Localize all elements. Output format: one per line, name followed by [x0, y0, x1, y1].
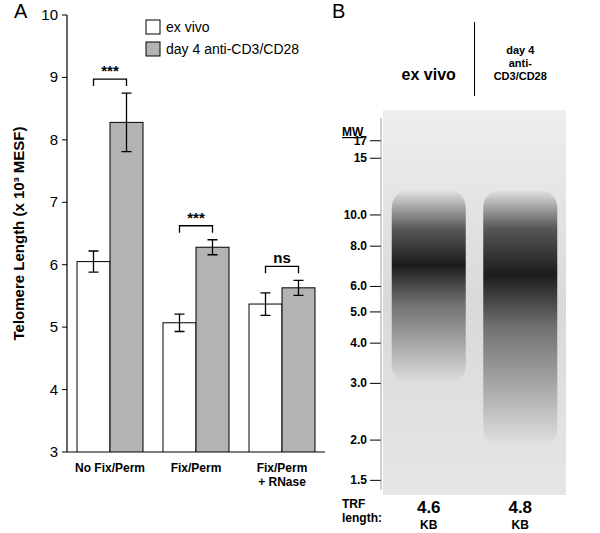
y-tick — [370, 214, 381, 215]
y-tick-label: 5 — [50, 318, 58, 335]
y-tick-label: 5.0 — [350, 305, 367, 319]
legend-label: ex vivo — [166, 19, 210, 35]
panel-label: B — [332, 0, 345, 22]
text-line: No Fix/Perm — [75, 461, 145, 475]
significance-label: *** — [187, 209, 205, 226]
y-tick-label: 9 — [50, 68, 58, 85]
error-bar — [175, 314, 185, 331]
y-tick-label: 7 — [50, 193, 58, 210]
lane-separator — [474, 22, 475, 96]
y-tick-label: 15 — [354, 151, 368, 165]
y-tick-label: 6 — [50, 256, 58, 273]
y-tick — [370, 383, 381, 384]
error-bar — [122, 93, 132, 152]
text-line: anti- — [509, 57, 533, 69]
figure: A 3 4 5 6 7 8 9 10 Telomere Length (x 10³ MESF) No… — [0, 0, 600, 533]
y-axis — [66, 15, 67, 452]
text-line: length: — [342, 511, 382, 525]
y-tick-label: 2.0 — [350, 433, 367, 447]
y-tick-label: 10 — [41, 6, 58, 23]
panel-a: A 3 4 5 6 7 8 9 10 Telomere Length (x 10³ MESF) No… — [10, 0, 325, 489]
significance-label: ns — [273, 249, 291, 266]
y-tick-label: 3.0 — [350, 376, 367, 390]
text-line: day 4 — [506, 44, 535, 56]
significance-label: *** — [101, 62, 119, 79]
y-tick — [370, 140, 381, 141]
y-tick-label: 8.0 — [350, 239, 367, 253]
error-bar — [261, 293, 271, 315]
marks — [392, 189, 558, 447]
lane-label: ex vivo — [402, 66, 456, 83]
y-tick — [62, 77, 67, 78]
text-line: + RNase — [258, 475, 306, 489]
panel-b: BMW171510.08.06.05.04.03.02.01.5ex vivo4… — [332, 0, 566, 532]
lane-label: day 4anti-CD3/CD28 — [494, 44, 547, 82]
y-tick — [62, 139, 67, 140]
y-tick — [62, 389, 67, 390]
error-bar — [89, 251, 99, 272]
bar — [282, 288, 315, 452]
y-tick-label: 6.0 — [350, 279, 367, 293]
legend-swatch — [146, 20, 160, 34]
y-tick-label: 17 — [354, 134, 368, 148]
y-tick — [62, 327, 67, 328]
y-tick — [370, 246, 381, 247]
y-tick — [62, 202, 67, 203]
y-tick — [370, 158, 381, 159]
x-tick-label: Fix/Perm — [171, 461, 222, 475]
y-tick — [370, 286, 381, 287]
text-line: ex vivo — [402, 66, 456, 83]
y-axis — [381, 118, 382, 490]
smear — [483, 189, 557, 447]
y-axis-label: Telomere Length (x 10³ MESF) — [10, 127, 27, 341]
y-tick-label: 8 — [50, 131, 58, 148]
significance-bracket — [266, 266, 299, 273]
y-tick — [370, 480, 381, 481]
legend: ex vivo day 4 anti-CD3/CD28 — [146, 19, 299, 57]
bar — [249, 304, 282, 452]
text-line: Fix/Perm — [257, 461, 308, 475]
y-tick-label: 1.5 — [350, 473, 367, 487]
bar — [77, 262, 110, 452]
unit-label: KB — [420, 518, 438, 532]
text-line: TRF — [342, 497, 365, 511]
text-line: CD3/CD28 — [494, 70, 547, 82]
value-title: TRFlength: — [342, 497, 382, 525]
y-tick — [370, 343, 381, 344]
significance-bracket — [94, 79, 127, 86]
y-tick — [62, 15, 67, 16]
marks — [77, 93, 315, 452]
y-tick — [370, 311, 381, 312]
x-tick-label: No Fix/Perm — [75, 461, 145, 475]
bar — [163, 323, 196, 452]
y-tick-label: 4.0 — [350, 336, 367, 350]
x-tick-label: Fix/Perm+ RNase — [257, 461, 308, 489]
panel-label: A — [14, 0, 28, 22]
y-tick — [62, 264, 67, 265]
unit-label: KB — [512, 518, 530, 532]
bar — [110, 122, 143, 452]
y-tick-label: 3 — [50, 443, 58, 460]
error-bar — [294, 280, 304, 295]
error-bar — [208, 240, 218, 255]
text-line: Fix/Perm — [171, 461, 222, 475]
legend-label: day 4 anti-CD3/CD28 — [166, 41, 299, 57]
y-tick — [62, 452, 67, 453]
significance-bracket — [180, 226, 213, 233]
smear — [392, 189, 466, 383]
data-label: 4.8 — [508, 498, 532, 517]
data-label: 4.6 — [417, 498, 441, 517]
bar — [196, 247, 229, 452]
y-tick-label: 4 — [50, 381, 58, 398]
y-tick-label: 10.0 — [344, 208, 368, 222]
y-tick — [370, 440, 381, 441]
blot-background — [383, 110, 566, 495]
legend-swatch — [146, 42, 160, 56]
